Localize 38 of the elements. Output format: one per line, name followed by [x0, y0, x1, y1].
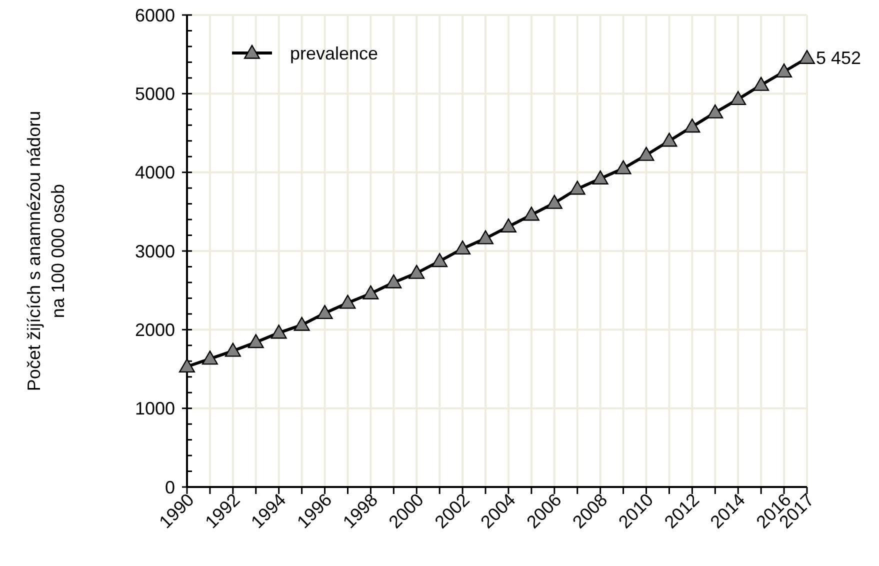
point — [248, 334, 264, 348]
point — [454, 240, 471, 255]
point — [386, 274, 402, 288]
point — [707, 104, 724, 118]
point — [294, 316, 310, 331]
y-tick-label: 5000 — [134, 84, 175, 104]
point — [661, 132, 678, 147]
point — [478, 230, 494, 244]
point — [592, 170, 608, 185]
point — [753, 76, 770, 91]
point — [432, 253, 448, 268]
point — [684, 118, 700, 133]
point — [798, 50, 816, 64]
data-label: 5 452 — [816, 48, 862, 68]
y-tick-label: 0 — [164, 477, 175, 498]
legend-label: prevalence — [290, 43, 378, 64]
y-tick-label: 3000 — [134, 241, 175, 262]
point — [500, 218, 516, 232]
y-tick-label: 4000 — [134, 162, 175, 183]
point — [638, 146, 654, 161]
point — [615, 160, 632, 174]
point — [569, 180, 586, 195]
point — [408, 264, 425, 279]
y-tick-label: 6000 — [134, 5, 175, 26]
point — [270, 324, 287, 339]
point — [224, 342, 241, 357]
point — [523, 206, 540, 221]
point — [776, 63, 792, 78]
point — [340, 294, 356, 309]
y-tick-label: 2000 — [134, 320, 175, 340]
point — [546, 194, 562, 209]
point — [316, 304, 333, 320]
point — [178, 358, 196, 373]
y-axis-title: Počet žijících s anamnézou nádoru na 100 000 osob — [24, 110, 68, 392]
y-tick-label: 1000 — [134, 398, 175, 419]
point — [362, 285, 379, 300]
point — [202, 350, 218, 365]
point — [730, 91, 746, 106]
